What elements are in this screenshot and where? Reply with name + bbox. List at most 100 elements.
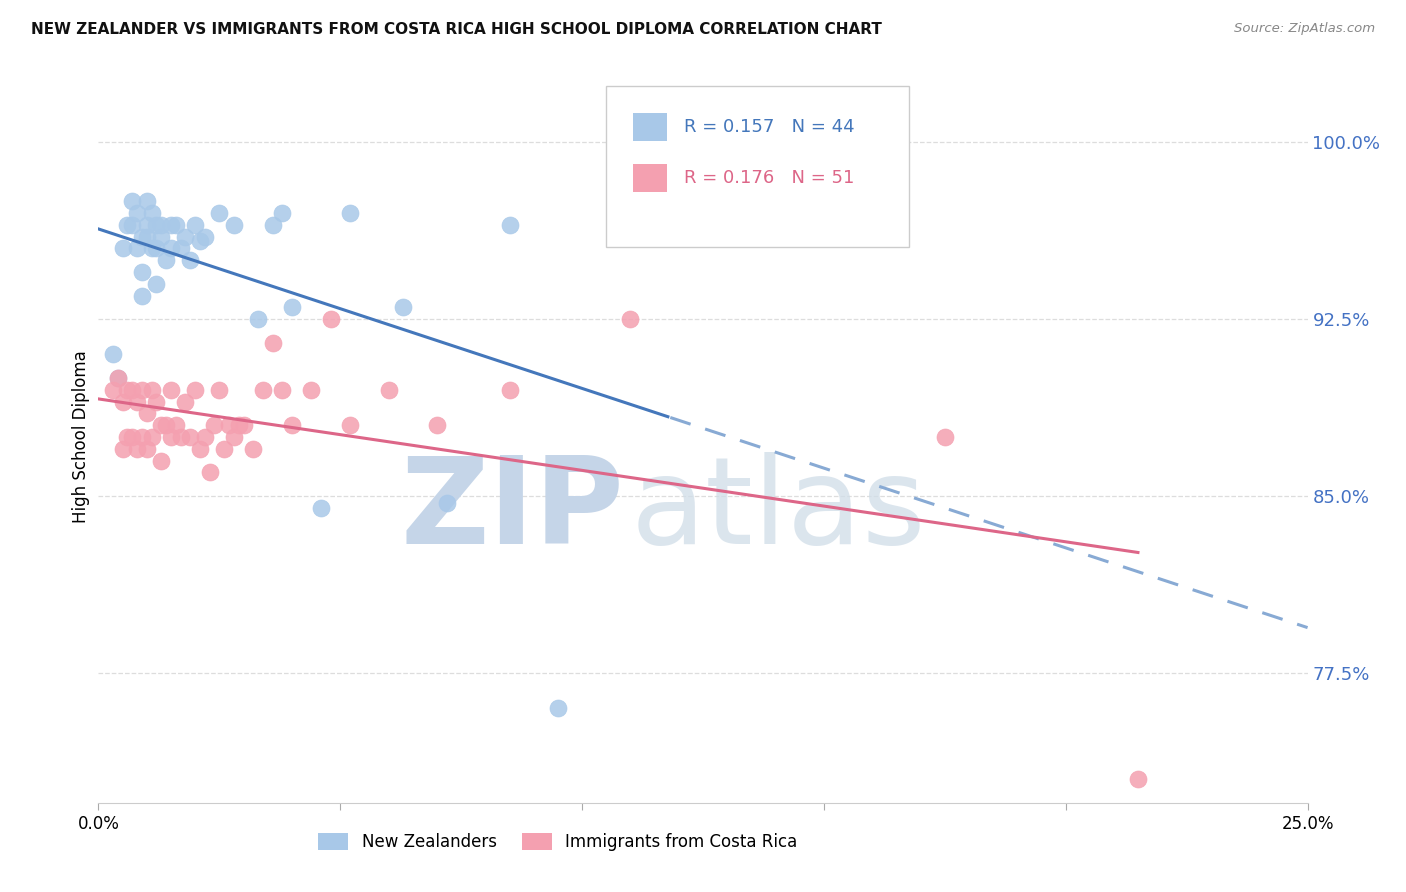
- Point: [121, 430, 143, 444]
- Point: [309, 500, 332, 515]
- Point: [426, 418, 449, 433]
- Point: [252, 383, 274, 397]
- Point: [281, 301, 304, 315]
- Point: [121, 218, 143, 232]
- Point: [228, 418, 250, 433]
- Point: [155, 253, 177, 268]
- Point: [160, 383, 183, 397]
- Point: [619, 312, 641, 326]
- Point: [135, 407, 157, 421]
- Point: [101, 347, 124, 361]
- Y-axis label: High School Diploma: High School Diploma: [72, 351, 90, 524]
- Point: [1128, 772, 1150, 787]
- Point: [101, 383, 124, 397]
- Point: [141, 241, 163, 255]
- Point: [218, 418, 240, 433]
- Point: [141, 383, 163, 397]
- FancyBboxPatch shape: [606, 86, 908, 247]
- Point: [188, 442, 211, 456]
- Point: [127, 241, 149, 255]
- Text: R = 0.176   N = 51: R = 0.176 N = 51: [683, 169, 853, 187]
- Point: [160, 218, 183, 232]
- Point: [232, 418, 254, 433]
- Point: [377, 383, 399, 397]
- Point: [436, 496, 458, 510]
- Legend: New Zealanders, Immigrants from Costa Rica: New Zealanders, Immigrants from Costa Ri…: [312, 826, 804, 858]
- Point: [150, 453, 173, 467]
- Point: [135, 229, 157, 244]
- Point: [131, 265, 153, 279]
- Point: [121, 383, 143, 397]
- Text: NEW ZEALANDER VS IMMIGRANTS FROM COSTA RICA HIGH SCHOOL DIPLOMA CORRELATION CHAR: NEW ZEALANDER VS IMMIGRANTS FROM COSTA R…: [31, 22, 882, 37]
- Point: [498, 218, 520, 232]
- Point: [127, 442, 149, 456]
- Point: [198, 466, 221, 480]
- Point: [117, 383, 139, 397]
- Text: atlas: atlas: [630, 451, 927, 569]
- Point: [179, 430, 201, 444]
- Point: [204, 418, 226, 433]
- Point: [319, 312, 342, 326]
- FancyBboxPatch shape: [633, 113, 666, 141]
- Point: [262, 335, 284, 350]
- Point: [281, 418, 304, 433]
- Point: [135, 194, 157, 208]
- Point: [160, 241, 183, 255]
- Point: [131, 229, 153, 244]
- Point: [141, 206, 163, 220]
- Point: [184, 218, 207, 232]
- Text: R = 0.157   N = 44: R = 0.157 N = 44: [683, 118, 855, 136]
- Point: [242, 442, 264, 456]
- Point: [145, 218, 167, 232]
- Point: [498, 383, 520, 397]
- Point: [212, 442, 235, 456]
- Point: [111, 394, 134, 409]
- Point: [117, 430, 139, 444]
- Point: [150, 229, 173, 244]
- Point: [208, 383, 231, 397]
- Point: [222, 218, 245, 232]
- Point: [194, 229, 217, 244]
- Point: [169, 241, 191, 255]
- Point: [107, 371, 129, 385]
- Point: [547, 701, 569, 715]
- Point: [262, 218, 284, 232]
- Point: [145, 241, 167, 255]
- Point: [111, 442, 134, 456]
- Point: [127, 206, 149, 220]
- Point: [150, 418, 173, 433]
- Point: [222, 430, 245, 444]
- Point: [194, 430, 217, 444]
- Point: [145, 394, 167, 409]
- Point: [145, 277, 167, 291]
- Point: [934, 430, 956, 444]
- Point: [339, 206, 361, 220]
- Point: [184, 383, 207, 397]
- Point: [174, 394, 197, 409]
- Point: [271, 206, 294, 220]
- Point: [179, 253, 201, 268]
- Point: [160, 430, 183, 444]
- Point: [165, 218, 187, 232]
- Point: [121, 194, 143, 208]
- Text: ZIP: ZIP: [401, 451, 624, 569]
- Point: [131, 383, 153, 397]
- Point: [135, 442, 157, 456]
- Point: [155, 418, 177, 433]
- Point: [141, 430, 163, 444]
- Point: [117, 218, 139, 232]
- Point: [131, 430, 153, 444]
- Point: [271, 383, 294, 397]
- Point: [658, 206, 681, 220]
- Point: [208, 206, 231, 220]
- Point: [150, 218, 173, 232]
- Point: [107, 371, 129, 385]
- Point: [247, 312, 270, 326]
- Point: [131, 288, 153, 302]
- Point: [188, 234, 211, 248]
- Point: [111, 241, 134, 255]
- Point: [127, 394, 149, 409]
- Point: [299, 383, 322, 397]
- Point: [392, 301, 415, 315]
- Point: [135, 218, 157, 232]
